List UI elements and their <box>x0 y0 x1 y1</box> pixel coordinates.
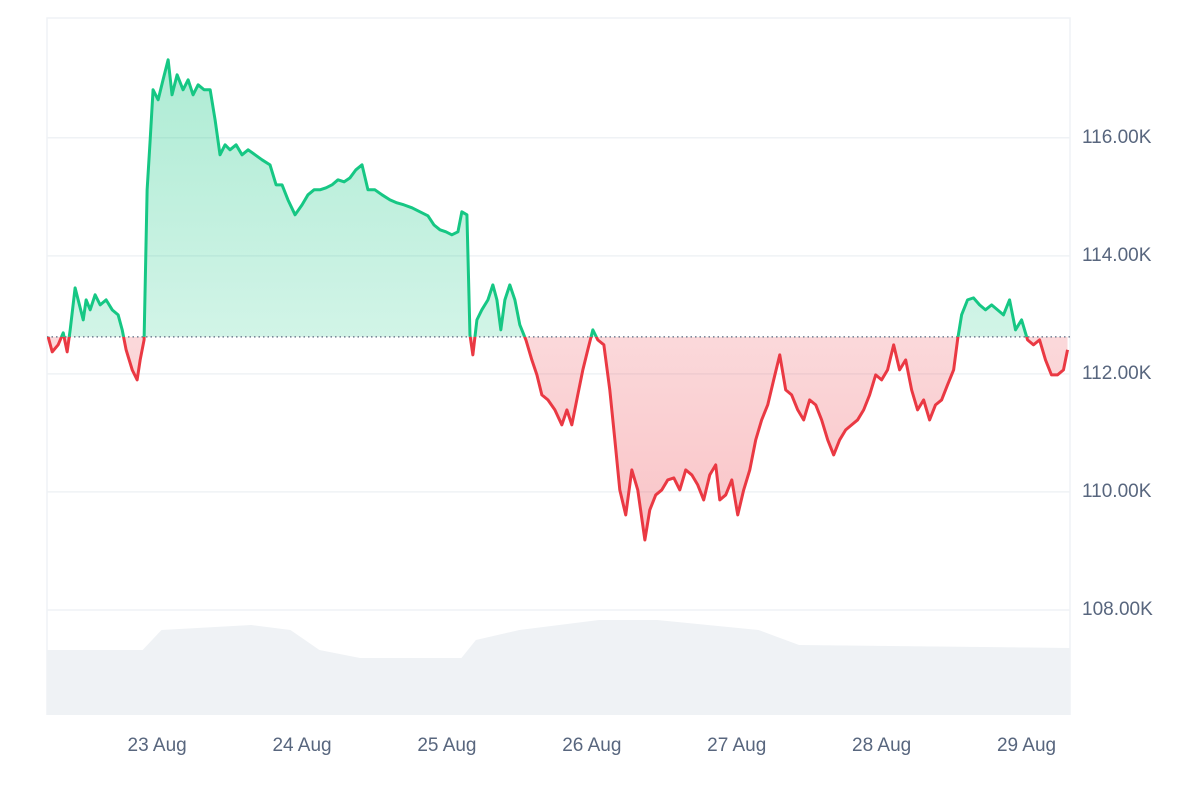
x-tick-label: 26 Aug <box>562 735 621 756</box>
volume-area <box>47 620 1070 715</box>
x-tick-label: 27 Aug <box>707 735 766 756</box>
y-tick-label: 114.00K <box>1082 245 1152 266</box>
y-tick-label: 116.00K <box>1082 127 1152 148</box>
x-tick-label: 29 Aug <box>997 735 1056 756</box>
y-tick-label: 110.00K <box>1082 481 1152 502</box>
x-tick-label: 25 Aug <box>417 735 476 756</box>
x-tick-label: 28 Aug <box>852 735 911 756</box>
price-line-down <box>47 336 1070 542</box>
area-down <box>48 336 1068 540</box>
y-tick-label: 112.00K <box>1082 363 1152 384</box>
price-line-up <box>48 58 1029 337</box>
x-tick-label: 23 Aug <box>128 735 187 756</box>
area-up <box>48 59 1068 337</box>
x-tick-label: 24 Aug <box>272 735 331 756</box>
plot-border <box>46 17 1071 715</box>
y-tick-label: 108.00K <box>1082 599 1153 620</box>
